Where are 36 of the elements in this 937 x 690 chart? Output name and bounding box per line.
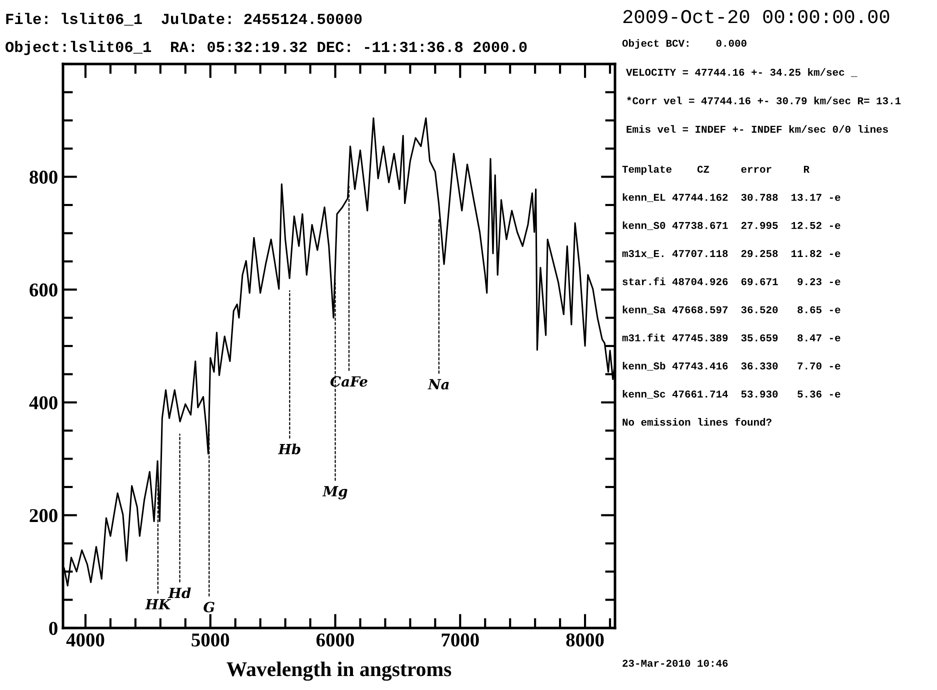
annotation: Hd bbox=[168, 587, 191, 598]
x-tick-label: 6000 bbox=[316, 633, 354, 647]
text: star.fi 48704.926 69.671 9.23 -e bbox=[622, 277, 840, 286]
chart-title: File: lslit06_1 JulDate: 2455124.50000 bbox=[6, 12, 362, 26]
text: kenn_Sc 47661.714 53.930 5.36 -e bbox=[622, 390, 840, 399]
x-tick-label: 5000 bbox=[192, 633, 230, 647]
text: Object BCV: 0.000 bbox=[622, 39, 746, 49]
y-tick-label: 800 bbox=[30, 170, 58, 184]
text: kenn_S0 47738.671 27.995 12.52 -e bbox=[622, 221, 840, 230]
text: Template CZ error R bbox=[622, 165, 810, 175]
text: 23-Mar-2010 10:46 bbox=[622, 660, 728, 667]
text: No emission lines found? bbox=[622, 418, 772, 426]
text: kenn_Sa 47668.597 36.520 8.65 -e bbox=[622, 306, 840, 314]
text: kenn_EL 47744.162 30.788 13.17 -e bbox=[622, 193, 840, 202]
y-tick-label: 400 bbox=[29, 396, 58, 410]
annotation: CaFe bbox=[330, 376, 368, 387]
y-tick-label: 200 bbox=[30, 509, 58, 522]
annotation: Na bbox=[428, 379, 449, 390]
annotation: G bbox=[204, 602, 214, 612]
text: VELOCITY = 47744.16 +- 34.25 km/sec _ bbox=[626, 68, 858, 77]
annotation: Mg bbox=[322, 486, 348, 500]
x-axis-title: Wavelength in angstroms bbox=[226, 662, 452, 681]
annotation: Hb bbox=[278, 444, 300, 454]
x-tick-label: 4000 bbox=[66, 633, 104, 647]
text: m31.fit 47745.389 35.659 8.47 -e bbox=[622, 334, 840, 342]
y-tick-label: 600 bbox=[30, 283, 58, 297]
x-tick-label: 8000 bbox=[566, 633, 604, 647]
text: 2009-Oct-20 00:00:00.00 bbox=[623, 10, 890, 24]
text: *Corr vel = 47744.16 +- 30.79 km/sec R= 13.1 bbox=[627, 96, 901, 104]
text: m31x_E. 47707.118 29.258 11.82 -e bbox=[622, 250, 840, 258]
x-tick-label: 7000 bbox=[442, 633, 479, 647]
y-tick-label: 0 bbox=[49, 622, 58, 635]
chart-subtitle: Object:lslit06_1 RA: 05:32:19.32 DEC: -11:31:36.8 2000.0 bbox=[6, 40, 527, 56]
text: Emis vel = INDEF +- INDEF km/sec 0/0 lines bbox=[626, 125, 888, 133]
text: kenn_Sb 47743.416 36.330 7.70 -e bbox=[622, 362, 840, 371]
annotation: HK bbox=[144, 599, 171, 610]
